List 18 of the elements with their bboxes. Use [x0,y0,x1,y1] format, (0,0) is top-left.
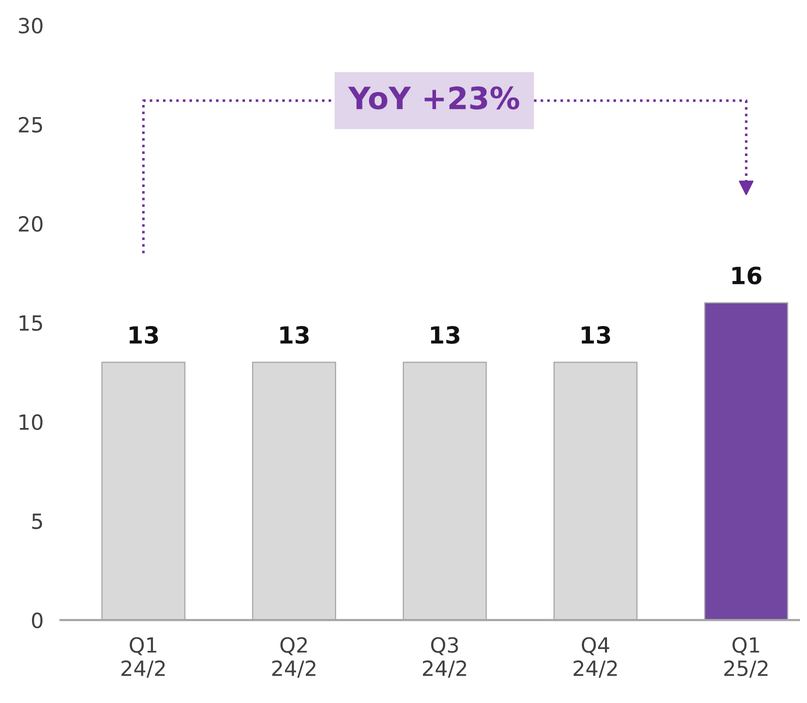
y-tick-label: 10 [20,414,42,430]
y-tick-label: 20 [18,216,42,232]
data-label: 13 [431,326,460,344]
data-label: 13 [582,326,610,344]
annotation: YoY +23% [348,86,520,110]
data-label: 13 [280,326,309,344]
y-tick-label: 0 [32,612,42,628]
y-tick-label: 25 [18,116,42,133]
x-tick-label: Q2 24/2 [272,637,316,678]
y-tick-label: 15 [20,315,42,331]
x-tick-label: Q4 24/2 [574,637,617,678]
data-label: 13 [130,326,158,344]
x-tick-label: Q1 25/2 [724,637,768,678]
x-tick-label: Q3 24/2 [422,637,466,678]
x-tick-label: Q1 24/2 [122,637,165,678]
y-tick-label: 5 [32,514,42,530]
y-tick-label: 30 [18,18,42,34]
data-label: 16 [732,266,762,284]
